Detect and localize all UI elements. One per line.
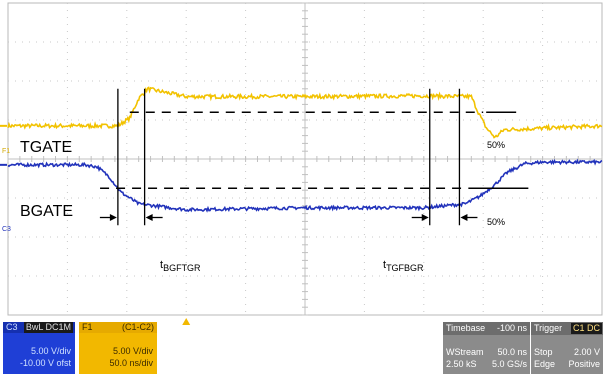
t-tgfbgr-sub: TGFBGR <box>386 263 424 273</box>
bgftgr-arrows-right-head <box>145 214 153 221</box>
trigger-tag: C1 DC <box>570 323 602 334</box>
channel-c3-panel[interactable]: C3 BwL DC1M 5.00 V/div -10.00 V ofst <box>3 322 75 374</box>
traces <box>0 86 603 213</box>
channel-f1-panel[interactable]: F1 (C1-C2) 5.00 V/div 50.0 ns/div <box>79 322 157 374</box>
trace-tgate <box>7 86 603 139</box>
trigger-mode: Stop <box>534 347 553 357</box>
f1-nsdiv: 50.0 ns/div <box>109 358 153 368</box>
bgate-label: BGATE <box>20 203 73 220</box>
pct-top-label: 50% <box>487 140 505 150</box>
wstream-value: 50.0 ns <box>497 347 527 357</box>
trigger-slope: Positive <box>568 359 600 369</box>
timebase-label: Timebase <box>446 323 486 333</box>
f1-vdiv: 5.00 V/div <box>112 346 153 356</box>
f1-title: F1 <box>82 322 93 332</box>
tgfbgr-arrows-right-head <box>460 214 468 221</box>
samplerate-value: 5.0 GS/s <box>491 359 527 369</box>
trigger-panel[interactable]: Trigger C1 DC Stop 2.00 V Edge Positive <box>531 322 603 374</box>
c3-vdiv: 5.00 V/div <box>30 346 71 356</box>
timebase-panel[interactable]: Timebase -100 ns WStream 50.0 ns 2.50 kS… <box>443 322 530 374</box>
ch-f1-marker: F1 <box>2 148 10 155</box>
trigger-marker <box>182 318 191 325</box>
trigger-label: Trigger <box>534 323 563 333</box>
c3-title: C3 <box>6 322 18 332</box>
trace-bgate <box>7 158 603 213</box>
tgate-label: TGATE <box>20 139 72 156</box>
trigger-type: Edge <box>534 359 556 369</box>
samples-value: 2.50 kS <box>446 359 477 369</box>
t-tgfbgr-main: t <box>383 259 386 271</box>
tgfbgr-arrows-left-head <box>421 214 429 221</box>
wstream-label: WStream <box>446 347 484 357</box>
t-tgfbgr-label: tTGFBGR <box>383 259 424 273</box>
t-bgftgr-label: tBGFTGR <box>160 259 201 273</box>
timebase-value: -100 ns <box>496 323 527 333</box>
c3-tag: BwL DC1M <box>23 322 73 333</box>
graticule <box>7 2 603 325</box>
f1-tag: (C1-C2) <box>121 322 154 332</box>
bgftgr-arrows-left-head <box>109 214 117 221</box>
t-bgftgr-main: t <box>160 259 163 271</box>
c3-offset: -10.00 V ofst <box>19 358 71 368</box>
pct-bottom-label: 50% <box>487 217 505 227</box>
trigger-level: 2.00 V <box>573 347 600 357</box>
ch-c3-marker: C3 <box>2 226 11 233</box>
t-bgftgr-sub: BGFTGR <box>163 263 201 273</box>
annotations: TGATE BGATE 50% 50% F1 C3 tBGFTGR tTGFBG… <box>2 88 529 273</box>
